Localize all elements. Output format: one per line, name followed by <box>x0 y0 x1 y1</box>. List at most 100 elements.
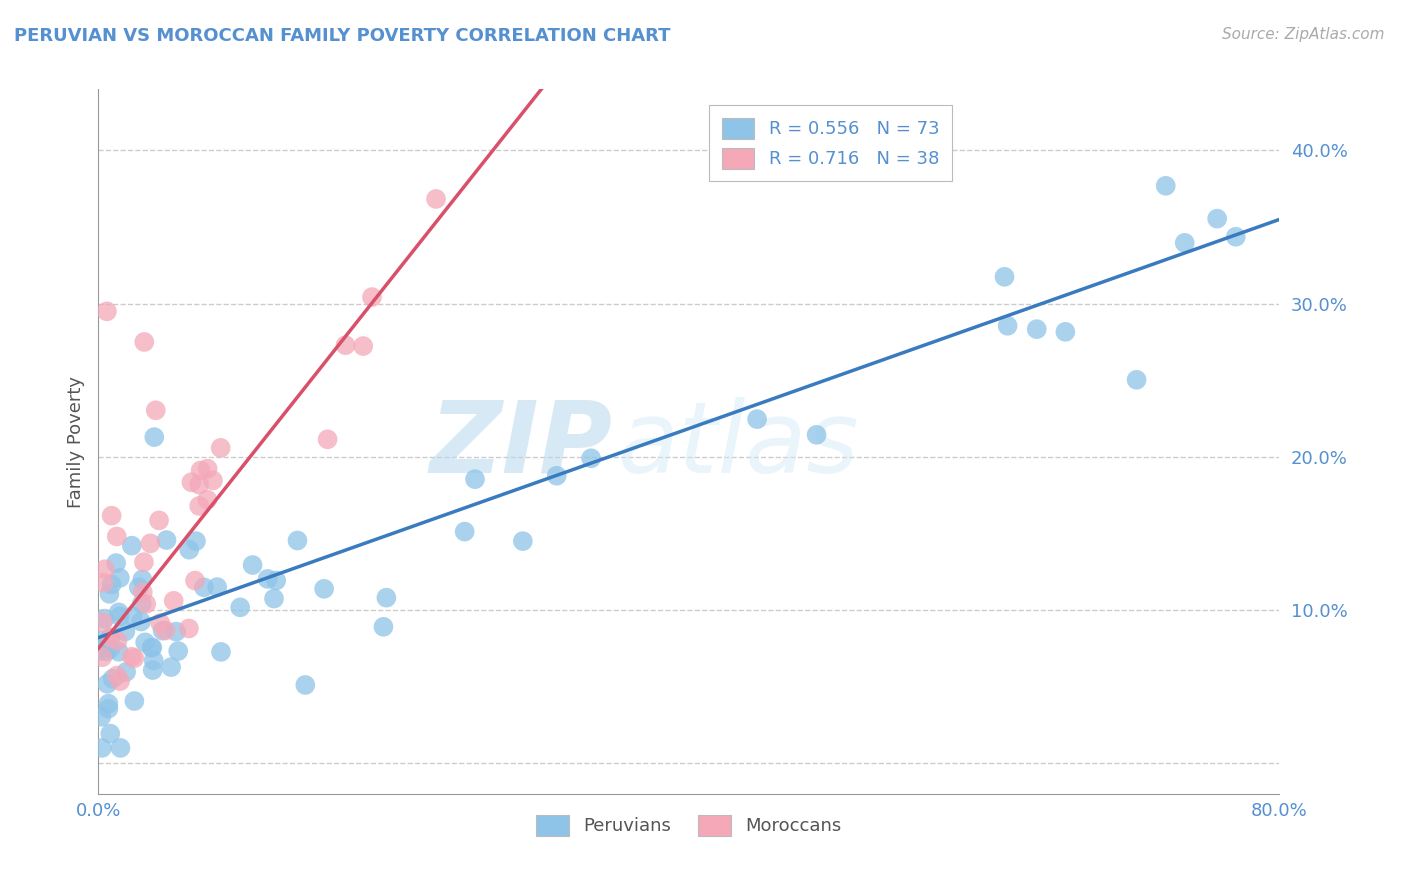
Text: Source: ZipAtlas.com: Source: ZipAtlas.com <box>1222 27 1385 42</box>
Point <box>190 463 212 477</box>
Point <box>132 585 155 599</box>
Point <box>114 624 136 639</box>
Point <box>1054 325 1077 339</box>
Point <box>335 338 357 352</box>
Point <box>1154 178 1177 193</box>
Point <box>121 609 143 624</box>
Point <box>91 740 114 755</box>
Point <box>375 591 398 605</box>
Point <box>209 441 232 455</box>
Point <box>179 542 201 557</box>
Point <box>152 624 174 638</box>
Point <box>264 574 287 588</box>
Point <box>100 641 122 656</box>
Point <box>97 697 120 711</box>
Point <box>91 650 114 665</box>
Point <box>745 412 768 426</box>
Point <box>1025 322 1047 336</box>
Point <box>193 580 215 594</box>
Text: PERUVIAN VS MOROCCAN FAMILY POVERTY CORRELATION CHART: PERUVIAN VS MOROCCAN FAMILY POVERTY CORR… <box>14 27 671 45</box>
Point <box>512 534 534 549</box>
Point <box>242 558 264 572</box>
Point <box>98 587 121 601</box>
Point <box>188 477 211 491</box>
Point <box>93 612 115 626</box>
Point <box>108 609 131 624</box>
Point <box>108 674 131 689</box>
Text: ZIP: ZIP <box>429 397 612 493</box>
Point <box>129 615 152 629</box>
Point <box>98 726 121 740</box>
Point <box>263 591 285 606</box>
Point <box>314 582 336 596</box>
Point <box>155 624 177 638</box>
Point <box>101 672 124 686</box>
Point <box>352 339 374 353</box>
Point <box>287 533 309 548</box>
Point <box>105 529 128 543</box>
Point <box>195 492 218 507</box>
Point <box>197 461 219 475</box>
Point <box>155 533 177 547</box>
Point <box>142 663 165 677</box>
Point <box>107 605 129 619</box>
Point <box>93 575 115 590</box>
Point <box>177 622 200 636</box>
Point <box>163 594 186 608</box>
Point <box>425 192 447 206</box>
Point <box>184 574 207 588</box>
Point <box>142 653 165 667</box>
Point <box>110 740 132 755</box>
Point <box>100 508 122 523</box>
Point <box>167 644 190 658</box>
Point <box>134 334 156 349</box>
Point <box>128 580 150 594</box>
Point <box>464 472 486 486</box>
Text: atlas: atlas <box>619 397 859 493</box>
Point <box>121 649 143 664</box>
Point <box>184 534 207 549</box>
Point <box>1225 229 1247 244</box>
Point <box>209 645 232 659</box>
Point <box>145 403 167 417</box>
Point <box>180 475 202 490</box>
Point <box>453 524 475 539</box>
Point <box>132 555 155 569</box>
Point <box>89 633 111 648</box>
Point <box>316 433 339 447</box>
Point <box>100 631 122 645</box>
Point <box>134 635 156 649</box>
Point <box>135 597 157 611</box>
Point <box>100 577 122 591</box>
Point <box>361 290 384 304</box>
Point <box>124 651 146 665</box>
Point <box>94 562 117 576</box>
Point <box>96 304 118 318</box>
Point <box>1174 235 1197 250</box>
Point <box>124 694 146 708</box>
Point <box>115 665 138 679</box>
Legend: Peruvians, Moroccans: Peruvians, Moroccans <box>524 802 853 848</box>
Point <box>160 660 183 674</box>
Point <box>993 269 1015 284</box>
Point <box>108 645 131 659</box>
Point <box>188 499 211 513</box>
Point <box>108 571 131 585</box>
Point <box>205 580 228 594</box>
Point <box>105 556 128 570</box>
Point <box>141 640 163 655</box>
Point <box>579 451 602 466</box>
Point <box>131 597 153 611</box>
Point <box>148 513 170 527</box>
Point <box>1125 373 1147 387</box>
Point <box>100 631 122 645</box>
Point <box>256 572 278 586</box>
Point <box>149 616 172 631</box>
Point <box>90 710 112 724</box>
Point <box>997 318 1019 333</box>
Point <box>294 678 316 692</box>
Point <box>91 640 114 655</box>
Point <box>546 468 568 483</box>
Point <box>373 620 395 634</box>
Point <box>141 640 163 655</box>
